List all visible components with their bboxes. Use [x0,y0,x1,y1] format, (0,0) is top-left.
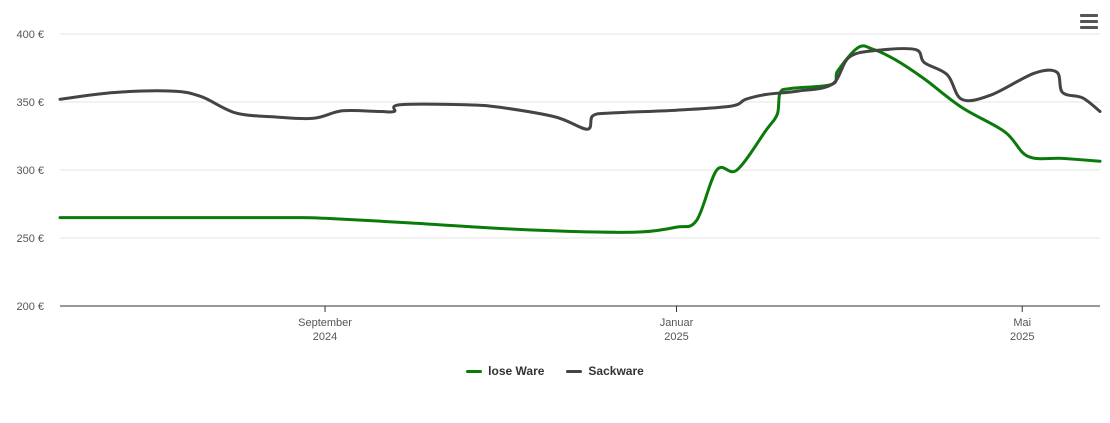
legend-swatch-sackware [566,369,583,373]
chart-menu-icon[interactable] [1078,12,1100,32]
legend-label-lose-ware: lose Ware [488,364,545,378]
x-tick-label-month: Januar [660,317,694,329]
series-line-lose-ware[interactable] [58,44,1102,234]
legend-swatch-lose-ware [466,369,483,373]
x-tick-label-year: 2024 [313,331,337,343]
legend-label-sackware: Sackware [588,364,644,378]
legend-item-lose-ware[interactable]: lose Ware [466,364,544,378]
x-tick-label-month: Mai [1013,317,1031,329]
series-line-sackware[interactable] [58,47,1102,131]
grid-lines [60,33,1100,239]
legend: lose Ware Sackware [0,364,1110,378]
x-tick-label-year: 2025 [664,331,688,343]
series-lines [58,44,1102,234]
x-tick-label-month: September [298,317,352,329]
x-axis-ticks: September 2024 Januar 2025 Mai 2025 [298,306,1034,343]
y-tick-label: 300 € [16,165,44,177]
y-tick-label: 200 € [16,301,44,313]
x-tick-label-year: 2025 [1010,331,1034,343]
y-tick-label: 350 € [16,97,44,109]
y-axis-labels: 200 € 250 € 300 € 350 € 400 € [16,29,44,313]
y-tick-label: 400 € [16,29,44,41]
legend-item-sackware[interactable]: Sackware [566,364,644,378]
y-tick-label: 250 € [16,233,44,245]
